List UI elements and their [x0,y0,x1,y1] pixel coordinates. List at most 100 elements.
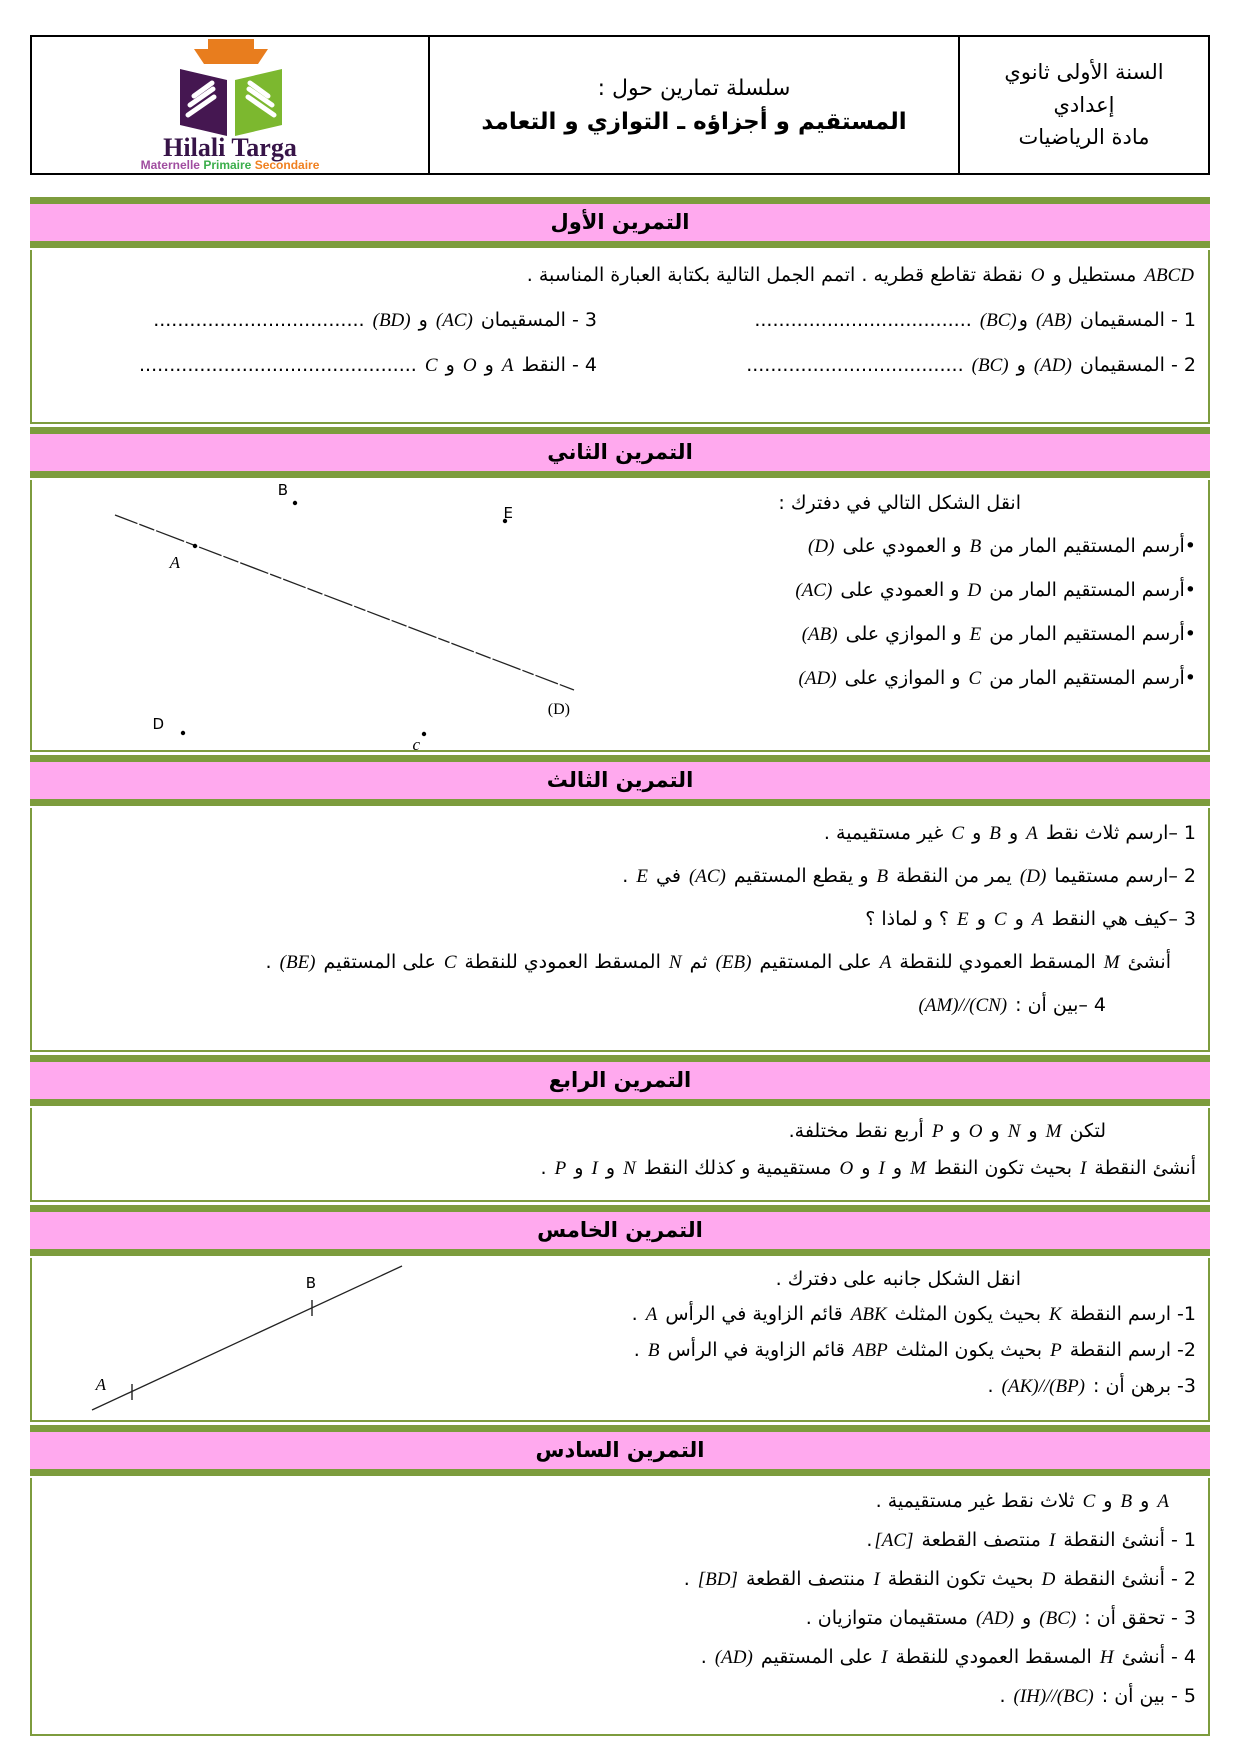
math-run: (AC) [688,866,726,887]
text-run: ........................................… [139,354,423,376]
text-cell: 4 - النقط A و O و C ....................… [44,354,597,377]
text-run: . [683,1568,696,1590]
text-line: 2 - المسقيمان (AD) و (BC) ..............… [44,354,1196,377]
text-cell: أنشئ النقطة I بحيث تكون النقط M و I و O … [44,1157,1197,1180]
point-label-A: A [169,553,181,572]
math-run: C [424,355,438,376]
math-run: C [443,952,457,973]
text-line: 1 - المسقيمان (AB) و(BC) ...............… [44,309,1196,332]
math-run: (BE) [279,952,316,973]
math-run: I [1080,1158,1087,1179]
math-run: A [1026,823,1038,844]
text-run: و [1018,309,1034,331]
text-cell: 3 - تحقق أن : (BC) و (AD) مستقيمان متواز… [44,1607,1196,1630]
math-run: E [957,909,969,930]
text-cell: •أرسم المستقيم المار من E و الموازي على … [44,623,1196,646]
text-cell: 2 - أنشئ النقطة D بحيث تكون النقطة I منت… [44,1568,1196,1591]
text-run: و [599,1157,622,1179]
math-run: (IH)//(BC) [1013,1686,1094,1707]
text-line: A و B و C ثلاث نقط غير مستقيمية . [44,1490,1171,1513]
math-run: (AD) [798,668,837,689]
text-run: على المستقيم [754,1646,880,1668]
logo-tagline-primaire: Primaire [203,158,251,171]
text-run: مستقيمان متوازيان . [805,1607,975,1629]
text-line: 4 - أنشئ H المسقط العمودي للنقطة I على ا… [44,1646,1196,1669]
text-line: 3 - تحقق أن : (BC) و (AD) مستقيمان متواز… [44,1607,1196,1630]
header: السنة الأولى ثانوي إعدادي مادة الرياضيات… [30,35,1210,175]
exercise-title: التمرين الثاني [547,440,693,464]
point-label-B: B [306,1274,316,1292]
segment-AB [91,1265,403,1411]
text-line: لتكن M و N و O و P أربع نقط مختلفة. [44,1120,1106,1143]
text-run: على المستقيم [317,951,442,973]
point-dot-E [502,518,508,524]
math-run: D [967,580,982,601]
math-run: (AC) [795,580,833,601]
text-run: •أرسم المستقيم المار من [983,535,1196,557]
logo-tagline-maternelle: Maternelle [141,158,201,171]
text-run: . [540,1157,553,1179]
text-run: بحيث يكون المثلث [889,1339,1049,1361]
logo-name: Hilali Targa [163,133,297,162]
math-run: O [462,355,477,376]
text-run: و يقطع المستقيم [727,865,875,887]
text-cell: انقل الشكل التالي في دفترك : [44,492,1021,514]
math-run: M [1045,1121,1062,1142]
text-cell: 2 - المسقيمان (AD) و (BC) ..............… [597,354,1196,377]
text-run: 2- ارسم النقطة [1063,1339,1196,1361]
exercise-title: التمرين الأول [550,210,690,234]
text-run: و [886,1157,909,1179]
math-run: H [1099,1647,1114,1668]
text-run: . [866,1529,873,1551]
math-run: B [989,823,1001,844]
worksheet-title: المستقيم و أجزاؤه ـ التوازي و التعامد [481,108,907,135]
text-run: و [984,1120,1006,1142]
text-line: •أرسم المستقيم المار من E و الموازي على … [44,623,1196,646]
text-line: أنشئ النقطة I بحيث تكون النقط M و I و O … [44,1157,1197,1180]
math-run: [AC] [874,1530,914,1551]
math-run: (BD) [372,310,411,331]
text-line: انقل الشكل جانبه على دفترك . [44,1268,1021,1290]
exercise-banner: التمرين السادس [30,1425,1210,1476]
exercise-content: لتكن M و N و O و P أربع نقط مختلفة. أنشئ … [30,1108,1210,1202]
text-run: و [1097,1490,1119,1512]
text-cell: 1- ارسم النقطة K بحيث يكون المثلث ABK قا… [44,1303,1196,1326]
text-run: 4 - النقط [515,354,597,376]
text-run: و الموازي على [839,623,968,645]
text-run: 3 –كيف هي النقط [1045,908,1196,930]
line-label-D: (D) [548,701,570,718]
logo-hand-right-icon [245,80,277,118]
text-run: و [1134,1490,1156,1512]
math-run: B [1120,1491,1133,1512]
logo-cap-top [208,39,254,49]
text-run: و [1002,822,1025,844]
text-line: انقل الشكل التالي في دفترك : [44,492,1021,514]
series-title-box: سلسلة تمارين حول : المستقيم و أجزاؤه ـ ا… [430,35,960,175]
text-run: على المستقيم [753,951,878,973]
text-line: 4 –بين أن : (AM)//(CN) [44,994,1106,1017]
math-run: (BC) [979,310,1017,331]
math-run: (EB) [715,952,752,973]
math-run: A [501,355,514,376]
text-run: •أرسم المستقيم المار من [983,667,1196,689]
math-run: P [554,1158,567,1179]
exercise-title: التمرين الخامس [537,1218,703,1242]
text-line: •أرسم المستقيم المار من B و العمودي على … [44,535,1196,558]
exercise-content: ABCD مستطيل و O نقطة تقاطع قطريه . اتمم … [30,250,1210,424]
math-run: ABK [850,1304,887,1325]
text-run: غير مستقيمية . [823,822,950,844]
exercise-section-5: التمرين الخامس A B انقل الشكل جانبه على … [30,1205,1210,1422]
text-run: و [1022,1120,1044,1142]
exercise-section-4: التمرين الرابع لتكن M و N و O و P أربع ن… [30,1055,1210,1202]
text-run: يمر من النقطة [890,865,1018,887]
math-run: (AD) [1033,355,1072,376]
text-run: و [1010,354,1032,376]
text-run: و [1016,1607,1038,1629]
exercise-content: A B انقل الشكل جانبه على دفترك . 1- ارسم … [30,1258,1210,1422]
text-line: •أرسم المستقيم المار من C و الموازي على … [44,667,1196,690]
text-run: أنشئ [1121,951,1171,973]
text-line: 1 –ارسم ثلاث نقط A و B و C غير مستقيمية … [44,822,1196,845]
text-run: بحيث تكون النقط [927,1157,1079,1179]
math-run: M [1103,952,1120,973]
line-D [114,514,575,691]
